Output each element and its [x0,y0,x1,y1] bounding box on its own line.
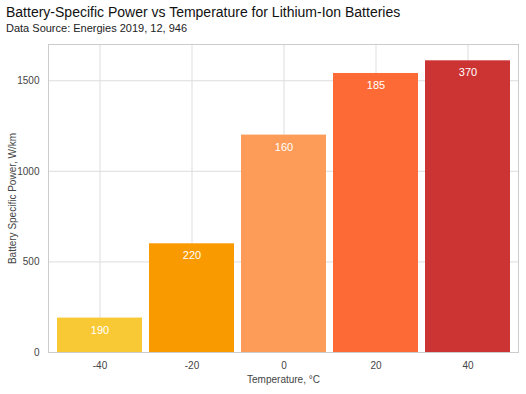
svg-text:40: 40 [462,360,474,371]
svg-text:500: 500 [23,256,40,267]
svg-text:Temperature, °C: Temperature, °C [247,374,320,385]
html-text:Battery-Specific Power vs Temp: Battery-Specific Power vs Temperature fo… [6,4,401,20]
svg-text:Battery Specific Power, W/km: Battery Specific Power, W/km [7,133,18,264]
svg-text:1000: 1000 [17,166,40,177]
svg-text:20: 20 [370,360,382,371]
svg-text:185: 185 [367,79,385,91]
svg-text:1500: 1500 [17,75,40,86]
svg-text:220: 220 [183,249,201,261]
svg-text:0: 0 [281,360,287,371]
svg-text:370: 370 [459,66,477,78]
svg-text:190: 190 [91,324,109,336]
svg-text:0: 0 [34,347,40,358]
html-text:Data Source: Energies 2019, 12: Data Source: Energies 2019, 12, 946 [6,22,187,34]
svg-text:-40: -40 [93,360,108,371]
svg-text:160: 160 [275,141,293,153]
svg-text:-20: -20 [185,360,200,371]
